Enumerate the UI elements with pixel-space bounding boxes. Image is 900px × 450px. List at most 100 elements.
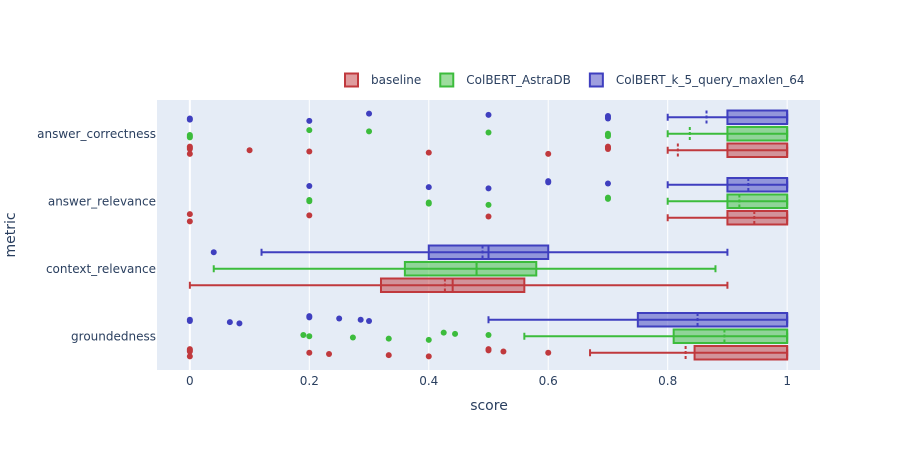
outlier-point <box>186 146 193 153</box>
outlier-point <box>425 336 432 343</box>
outlier-point <box>604 146 611 153</box>
box-ColBERT_k_5_query_maxlen_64-answer_correctness[interactable] <box>186 109 789 125</box>
outlier-point <box>306 212 313 219</box>
box-ColBERT_AstraDB-answer_relevance[interactable] <box>306 193 789 209</box>
legend-item-ColBERT_k_5_query_maxlen_64[interactable]: ColBERT_k_5_query_maxlen_64 <box>588 72 805 88</box>
outlier-point <box>306 333 313 340</box>
x-tick-label: 1 <box>783 374 791 388</box>
outlier-point <box>440 329 447 336</box>
outlier-point <box>357 316 364 323</box>
outlier-point <box>236 320 243 327</box>
outlier-point <box>485 332 492 339</box>
outlier-point <box>366 128 373 135</box>
outlier-point <box>485 213 492 220</box>
outlier-point <box>306 117 313 124</box>
y-tick-label: groundedness <box>71 329 156 343</box>
outlier-point <box>306 349 313 356</box>
x-tick-label: 0.4 <box>419 374 438 388</box>
outlier-point <box>226 319 233 326</box>
box-iqr <box>693 345 789 361</box>
box-ColBERT_k_5_query_maxlen_64-context_relevance[interactable] <box>210 244 729 260</box>
outlier-point <box>300 332 307 339</box>
outlier-point <box>425 353 432 360</box>
y-tick-label: answer_correctness <box>37 127 156 141</box>
outlier-point <box>485 201 492 208</box>
outlier-point <box>485 185 492 192</box>
outlier-point <box>385 335 392 342</box>
legend-swatch <box>439 72 455 88</box>
box-ColBERT_k_5_query_maxlen_64-answer_relevance[interactable] <box>306 177 789 193</box>
outlier-point <box>306 314 313 321</box>
box-iqr <box>403 261 538 277</box>
legend-label: baseline <box>371 73 421 87</box>
x-tick-label: 0.2 <box>300 374 319 388</box>
box-ColBERT_k_5_query_maxlen_64-groundedness[interactable] <box>186 312 789 328</box>
box-iqr <box>726 177 789 193</box>
outlier-point <box>485 347 492 354</box>
box-baseline-answer_relevance[interactable] <box>186 210 789 226</box>
legend-swatch <box>588 72 604 88</box>
outlier-point <box>326 350 333 357</box>
box-ColBERT_AstraDB-context_relevance[interactable] <box>212 261 717 277</box>
x-axis-title: score <box>470 398 508 414</box>
outlier-point <box>425 184 432 191</box>
outlier-point <box>306 127 313 134</box>
legend-item-baseline[interactable]: baseline <box>344 72 421 88</box>
outlier-point <box>385 352 392 359</box>
box-iqr <box>726 142 789 158</box>
box-baseline-answer_correctness[interactable] <box>186 142 789 158</box>
y-tick-label: context_relevance <box>46 262 156 276</box>
box-iqr <box>672 328 789 344</box>
box-baseline-groundedness[interactable] <box>186 345 789 361</box>
x-tick-label: 0 <box>186 374 194 388</box>
outlier-point <box>604 133 611 140</box>
outlier-point <box>306 182 313 189</box>
box-iqr <box>726 193 789 209</box>
outlier-point <box>366 110 373 117</box>
outlier-point <box>500 348 507 355</box>
outlier-point <box>186 116 193 123</box>
outlier-point <box>545 349 552 356</box>
outlier-point <box>186 218 193 225</box>
box-ColBERT_AstraDB-answer_correctness[interactable] <box>186 126 789 142</box>
box-ColBERT_AstraDB-groundedness[interactable] <box>300 328 789 344</box>
outlier-point <box>366 317 373 324</box>
legend-item-ColBERT_AstraDB[interactable]: ColBERT_AstraDB <box>439 72 571 88</box>
outlier-point <box>425 149 432 156</box>
x-tick-label: 0.6 <box>539 374 558 388</box>
outlier-point <box>186 134 193 141</box>
y-axis-title: metric <box>3 212 19 257</box>
legend-label: ColBERT_AstraDB <box>466 73 571 87</box>
outlier-point <box>425 200 432 207</box>
y-tick-label: answer_relevance <box>48 194 156 208</box>
outlier-point <box>186 150 193 157</box>
x-tick-label: 0.8 <box>658 374 677 388</box>
outlier-point <box>604 115 611 122</box>
outlier-point <box>186 348 193 355</box>
box-iqr <box>636 312 789 328</box>
outlier-point <box>545 179 552 186</box>
legend-label: ColBERT_k_5_query_maxlen_64 <box>616 73 805 87</box>
y-axis-ticks: answer_correctness answer_relevancecontex… <box>37 127 156 344</box>
box-iqr <box>726 126 789 142</box>
outlier-point <box>306 148 313 155</box>
legend[interactable]: baseline ColBERT_AstraDB ColBERT_k_5_query… <box>344 72 805 88</box>
x-axis-ticks: 0 0.2 0.4 0.6 0.8 1 <box>186 374 791 388</box>
outlier-point <box>186 317 193 324</box>
outlier-point <box>306 198 313 205</box>
outlier-point <box>186 211 193 218</box>
outlier-point <box>452 330 459 337</box>
outlier-point <box>485 111 492 118</box>
box-iqr <box>726 109 789 125</box>
outlier-point <box>485 129 492 136</box>
box-iqr <box>726 210 789 226</box>
boxes-layer <box>186 109 789 361</box>
outlier-point <box>604 195 611 202</box>
box-baseline-context_relevance[interactable] <box>188 277 729 293</box>
outlier-point <box>336 315 343 322</box>
legend-swatch <box>344 72 359 88</box>
outlier-point <box>246 147 253 154</box>
outlier-point <box>349 334 356 341</box>
outlier-point <box>210 249 217 256</box>
